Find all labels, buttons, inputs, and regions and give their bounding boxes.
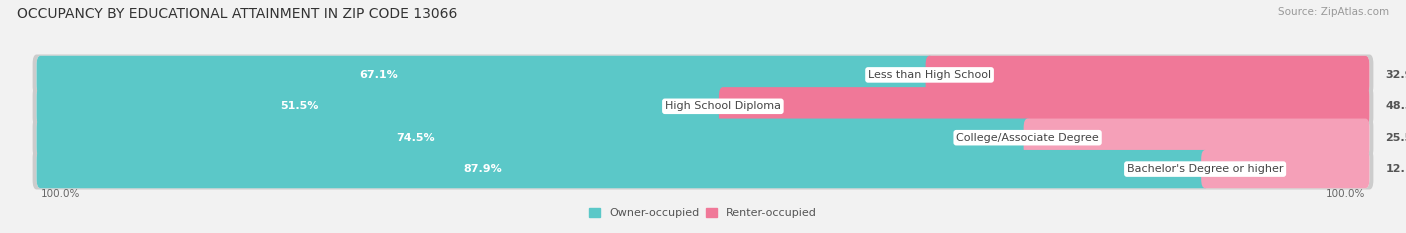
Text: 51.5%: 51.5% (281, 101, 319, 111)
FancyBboxPatch shape (37, 87, 1369, 125)
FancyBboxPatch shape (37, 87, 727, 125)
FancyBboxPatch shape (37, 119, 1032, 157)
Text: 100.0%: 100.0% (1326, 188, 1365, 199)
FancyBboxPatch shape (37, 119, 1369, 157)
Text: OCCUPANCY BY EDUCATIONAL ATTAINMENT IN ZIP CODE 13066: OCCUPANCY BY EDUCATIONAL ATTAINMENT IN Z… (17, 7, 457, 21)
FancyBboxPatch shape (37, 150, 1369, 188)
Text: 25.5%: 25.5% (1385, 133, 1406, 143)
FancyBboxPatch shape (37, 150, 1209, 188)
FancyBboxPatch shape (1024, 119, 1369, 157)
Text: 74.5%: 74.5% (396, 133, 434, 143)
FancyBboxPatch shape (1201, 150, 1369, 188)
Text: College/Associate Degree: College/Associate Degree (956, 133, 1099, 143)
FancyBboxPatch shape (37, 56, 1369, 94)
Text: 48.5%: 48.5% (1385, 101, 1406, 111)
FancyBboxPatch shape (32, 55, 1374, 95)
FancyBboxPatch shape (37, 56, 934, 94)
Text: Bachelor's Degree or higher: Bachelor's Degree or higher (1126, 164, 1284, 174)
Text: 67.1%: 67.1% (359, 70, 398, 80)
Text: 12.1%: 12.1% (1385, 164, 1406, 174)
FancyBboxPatch shape (32, 86, 1374, 127)
Text: High School Diploma: High School Diploma (665, 101, 780, 111)
Text: 100.0%: 100.0% (41, 188, 80, 199)
Legend: Owner-occupied, Renter-occupied: Owner-occupied, Renter-occupied (589, 208, 817, 218)
Text: Source: ZipAtlas.com: Source: ZipAtlas.com (1278, 7, 1389, 17)
FancyBboxPatch shape (32, 149, 1374, 189)
FancyBboxPatch shape (925, 56, 1369, 94)
Text: Less than High School: Less than High School (868, 70, 991, 80)
FancyBboxPatch shape (32, 117, 1374, 158)
Text: 32.9%: 32.9% (1385, 70, 1406, 80)
Text: 87.9%: 87.9% (464, 164, 502, 174)
FancyBboxPatch shape (718, 87, 1369, 125)
